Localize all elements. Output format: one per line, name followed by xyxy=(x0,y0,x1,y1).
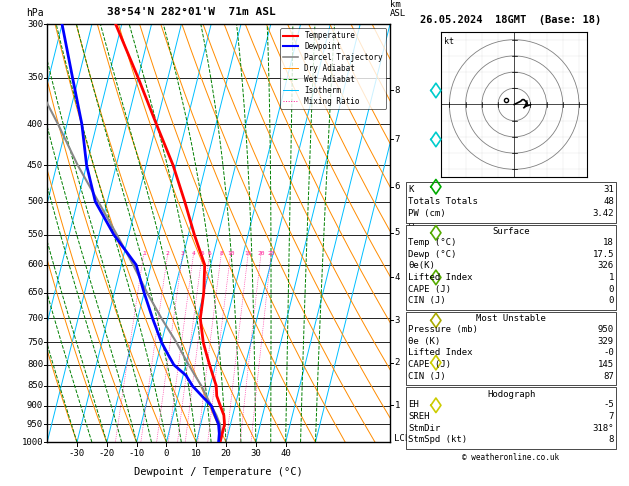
Text: -30: -30 xyxy=(69,449,85,457)
Text: Lifted Index: Lifted Index xyxy=(408,273,473,282)
Text: -20: -20 xyxy=(99,449,115,457)
Text: 40: 40 xyxy=(281,449,291,457)
Text: 8: 8 xyxy=(608,435,614,445)
Text: 326: 326 xyxy=(598,261,614,271)
Text: 15: 15 xyxy=(245,251,252,256)
Text: CIN (J): CIN (J) xyxy=(408,372,446,381)
Text: 2: 2 xyxy=(166,251,170,256)
Text: StmSpd (kt): StmSpd (kt) xyxy=(408,435,467,445)
Text: 48: 48 xyxy=(603,197,614,206)
Text: 4: 4 xyxy=(394,273,400,282)
Text: CAPE (J): CAPE (J) xyxy=(408,360,451,369)
Text: 1: 1 xyxy=(142,251,146,256)
Text: 18: 18 xyxy=(603,238,614,247)
Text: 10: 10 xyxy=(227,251,235,256)
Text: 550: 550 xyxy=(27,230,43,239)
Text: 5: 5 xyxy=(201,251,204,256)
Text: LCL: LCL xyxy=(394,434,411,443)
Text: 25: 25 xyxy=(267,251,275,256)
Text: 7: 7 xyxy=(394,135,400,144)
Text: -10: -10 xyxy=(128,449,145,457)
Text: Hodograph: Hodograph xyxy=(487,390,535,399)
Text: 950: 950 xyxy=(27,420,43,429)
Text: 329: 329 xyxy=(598,337,614,346)
Text: 17.5: 17.5 xyxy=(593,250,614,259)
Text: Lifted Index: Lifted Index xyxy=(408,348,473,358)
Text: 6: 6 xyxy=(208,251,211,256)
Text: Most Unstable: Most Unstable xyxy=(476,314,546,324)
Text: 2: 2 xyxy=(394,358,400,367)
Text: 650: 650 xyxy=(27,288,43,297)
Text: 31: 31 xyxy=(603,185,614,194)
Text: Surface: Surface xyxy=(493,227,530,237)
Text: 26.05.2024  18GMT  (Base: 18): 26.05.2024 18GMT (Base: 18) xyxy=(420,15,602,25)
Text: 6: 6 xyxy=(394,182,400,191)
Text: km
ASL: km ASL xyxy=(390,0,406,18)
Text: 0: 0 xyxy=(608,285,614,294)
Text: CAPE (J): CAPE (J) xyxy=(408,285,451,294)
Text: Pressure (mb): Pressure (mb) xyxy=(408,325,478,334)
Text: 87: 87 xyxy=(603,372,614,381)
Text: K: K xyxy=(408,185,414,194)
Text: 350: 350 xyxy=(27,73,43,82)
Text: 400: 400 xyxy=(27,120,43,129)
Text: CIN (J): CIN (J) xyxy=(408,296,446,306)
Text: 10: 10 xyxy=(191,449,202,457)
Text: Dewp (°C): Dewp (°C) xyxy=(408,250,457,259)
Text: EH: EH xyxy=(408,400,419,410)
Text: 900: 900 xyxy=(27,401,43,410)
Text: Totals Totals: Totals Totals xyxy=(408,197,478,206)
Text: 7: 7 xyxy=(608,412,614,421)
Text: hPa: hPa xyxy=(26,8,44,18)
Text: 145: 145 xyxy=(598,360,614,369)
Text: 30: 30 xyxy=(250,449,261,457)
Text: 500: 500 xyxy=(27,197,43,206)
Text: 450: 450 xyxy=(27,160,43,170)
Text: 1: 1 xyxy=(394,401,400,410)
Text: 750: 750 xyxy=(27,338,43,347)
Text: θe(K): θe(K) xyxy=(408,261,435,271)
Text: -0: -0 xyxy=(603,348,614,358)
Text: 850: 850 xyxy=(27,382,43,390)
Text: SREH: SREH xyxy=(408,412,430,421)
Text: 0: 0 xyxy=(608,296,614,306)
Text: 600: 600 xyxy=(27,260,43,269)
Text: Dewpoint / Temperature (°C): Dewpoint / Temperature (°C) xyxy=(134,468,303,477)
Text: 38°54'N 282°01'W  71m ASL: 38°54'N 282°01'W 71m ASL xyxy=(107,7,276,17)
Text: 300: 300 xyxy=(27,20,43,29)
Text: 950: 950 xyxy=(598,325,614,334)
Text: 4: 4 xyxy=(192,251,196,256)
Text: Mixing Ratio (g/kg): Mixing Ratio (g/kg) xyxy=(408,186,417,281)
Text: 1: 1 xyxy=(608,273,614,282)
Text: θe (K): θe (K) xyxy=(408,337,440,346)
Text: 3: 3 xyxy=(394,316,400,325)
Text: PW (cm): PW (cm) xyxy=(408,209,446,218)
Text: 700: 700 xyxy=(27,314,43,323)
Text: 3: 3 xyxy=(181,251,184,256)
Legend: Temperature, Dewpoint, Parcel Trajectory, Dry Adiabat, Wet Adiabat, Isotherm, Mi: Temperature, Dewpoint, Parcel Trajectory… xyxy=(280,28,386,109)
Text: Temp (°C): Temp (°C) xyxy=(408,238,457,247)
Text: 318°: 318° xyxy=(593,424,614,433)
Text: 3.42: 3.42 xyxy=(593,209,614,218)
Text: kt: kt xyxy=(444,37,454,47)
Text: 8: 8 xyxy=(394,86,400,95)
Text: 5: 5 xyxy=(394,228,400,237)
Text: 1000: 1000 xyxy=(21,438,43,447)
Text: StmDir: StmDir xyxy=(408,424,440,433)
Text: © weatheronline.co.uk: © weatheronline.co.uk xyxy=(462,453,560,463)
Text: 0: 0 xyxy=(164,449,169,457)
Text: 20: 20 xyxy=(257,251,265,256)
Text: 800: 800 xyxy=(27,360,43,369)
Text: 20: 20 xyxy=(221,449,231,457)
Text: 8: 8 xyxy=(220,251,223,256)
Text: -5: -5 xyxy=(603,400,614,410)
